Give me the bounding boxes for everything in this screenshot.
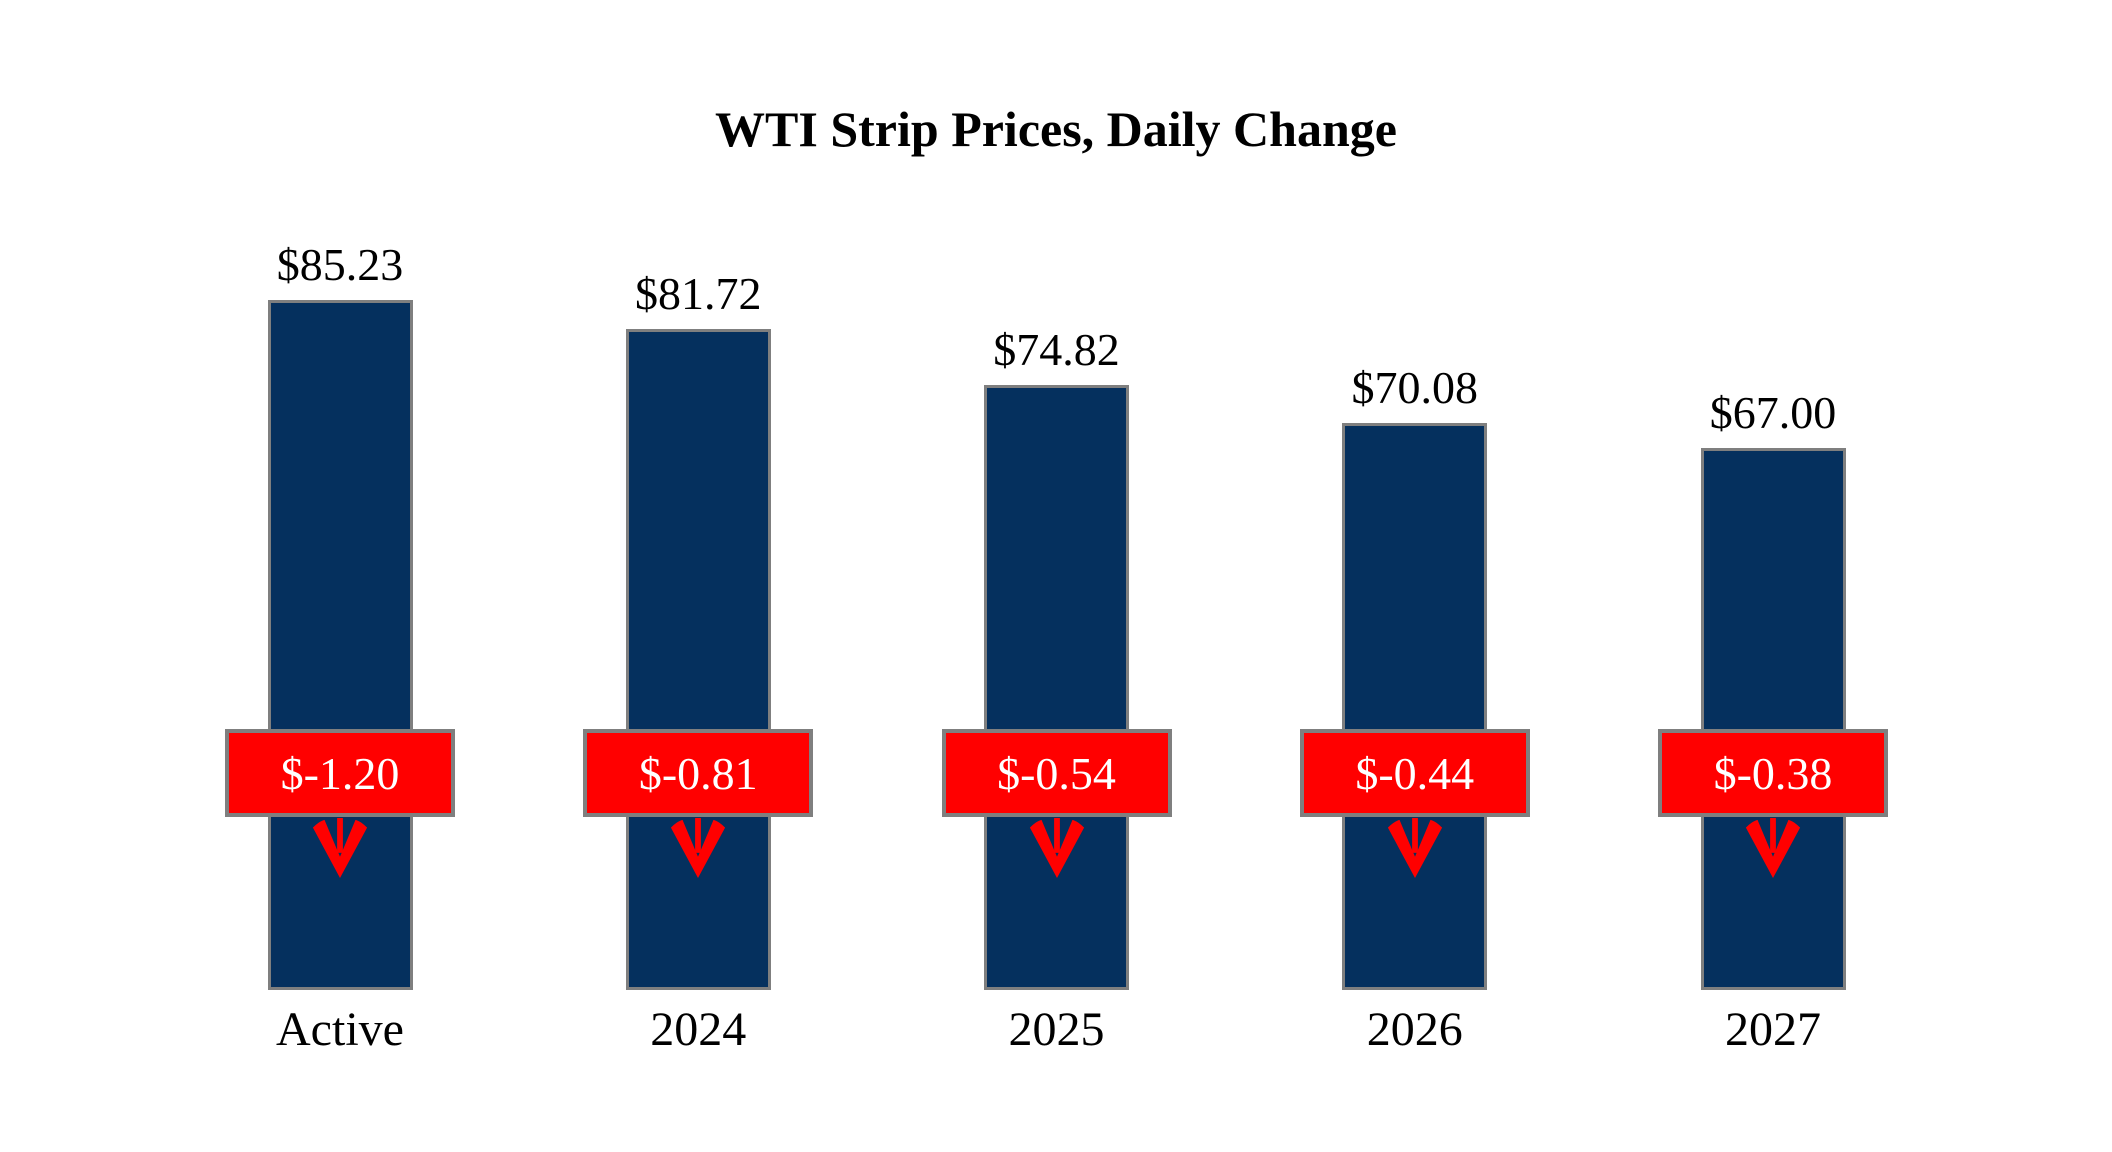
category-label: 2024 [650, 1003, 747, 1056]
change-badge-label: $-0.54 [997, 747, 1116, 799]
down-arrow-icon [311, 818, 369, 883]
bar-value-label: $81.72 [635, 268, 762, 319]
down-arrow-icon [1386, 818, 1444, 883]
category-label: 2026 [1366, 1003, 1463, 1056]
bar-value-label: $67.00 [1709, 387, 1837, 438]
down-arrow-icon [1744, 818, 1802, 883]
change-badge-label: $-0.81 [638, 747, 758, 799]
change-badge: $-0.38 [1658, 729, 1888, 817]
bar [625, 329, 771, 990]
chart-title: WTI Strip Prices, Daily Change [715, 101, 1397, 157]
change-badge: $-1.20 [225, 729, 455, 817]
bar-value-label: $74.82 [993, 324, 1120, 375]
down-arrow-icon [669, 818, 727, 883]
change-badge-label: $-0.44 [1355, 747, 1475, 799]
category-label: 2025 [1008, 1003, 1105, 1056]
change-badge: $-0.81 [583, 729, 814, 817]
bar [1700, 448, 1846, 990]
down-arrow-icon [1028, 818, 1086, 883]
bar-value-label: $70.08 [1351, 362, 1479, 413]
category-label: 2027 [1725, 1003, 1821, 1056]
change-badge: $-0.44 [1299, 729, 1530, 817]
change-badge-label: $-0.38 [1713, 747, 1833, 799]
change-badge: $-0.54 [941, 729, 1172, 817]
bar [984, 385, 1129, 990]
bar [1342, 423, 1488, 990]
bar [267, 300, 413, 990]
category-label: Active [276, 1003, 404, 1056]
change-badge-label: $-1.20 [280, 747, 400, 799]
bar-value-label: $85.23 [276, 239, 404, 290]
